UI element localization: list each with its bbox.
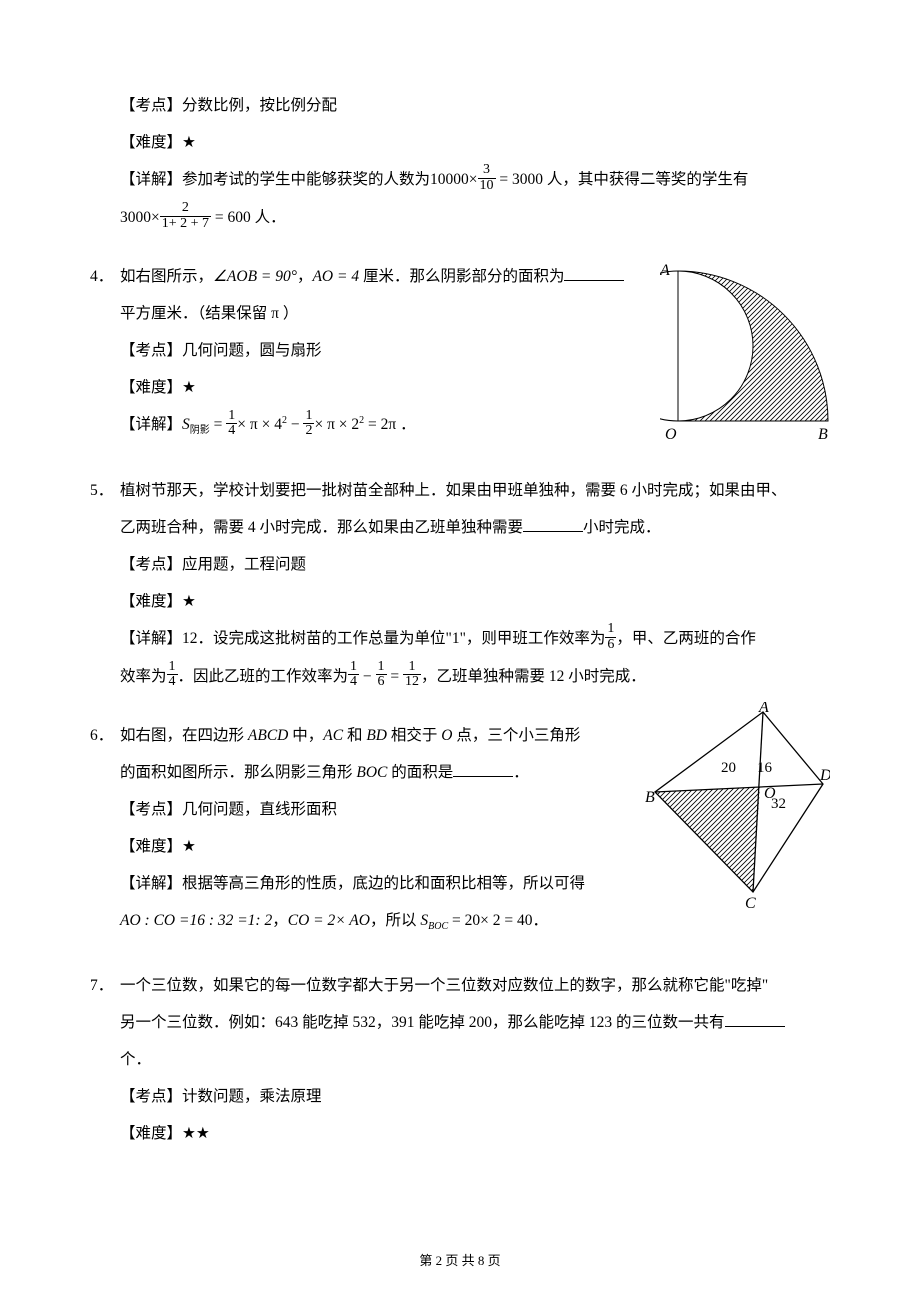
- label-32: 32: [771, 796, 786, 812]
- stem-line1: 一个三位数，如果它的每一位数字都大于另一个三位数对应数位上的数字，那么就称它能"…: [120, 970, 830, 1001]
- label-O: O: [665, 426, 677, 443]
- fraction: 21+ 2 + 7: [160, 201, 211, 231]
- problem-7: 7． 一个三位数，如果它的每一位数字都大于另一个三位数对应数位上的数字，那么就称…: [90, 970, 830, 1149]
- problem-number: 4．: [90, 261, 113, 292]
- problem-6: 6． A B C D O 20 16 32: [90, 720, 830, 942]
- problem-number: 6．: [90, 720, 113, 751]
- problem-4: 4． A O B 如右图所示，∠AOB = 90°: [90, 261, 830, 447]
- problem-5: 5． 植树节那天，学校计划要把一批树苗全部种上．如果由甲班单独种，需要 6 小时…: [90, 475, 830, 692]
- fraction: 16: [605, 622, 616, 652]
- stem-line3: 个．: [120, 1044, 830, 1075]
- label-16: 16: [757, 760, 773, 776]
- detail-line2: 效率为14．因此乙班的工作效率为14 − 16 = 112，乙班单独种需要 12…: [120, 661, 830, 693]
- difficulty: 【难度】★★: [120, 1118, 830, 1149]
- blank: [564, 266, 624, 282]
- topic: 【考点】应用题，工程问题: [120, 549, 830, 580]
- figure-4: A O B: [660, 261, 830, 446]
- topic: 【考点】分数比例，按比例分配: [120, 90, 830, 121]
- stem-line1: 植树节那天，学校计划要把一批树苗全部种上．如果由甲班单独种，需要 6 小时完成；…: [120, 475, 830, 506]
- label-A: A: [758, 702, 769, 716]
- topic: 【考点】计数问题，乘法原理: [120, 1081, 830, 1112]
- fraction: 310: [478, 163, 496, 193]
- detail-line2: 3000×21+ 2 + 7 = 600 人．: [120, 202, 830, 234]
- difficulty: 【难度】★: [120, 586, 830, 617]
- detail: 【详解】参加考试的学生中能够获奖的人数为10000×310 = 3000 人，其…: [120, 164, 830, 196]
- page-footer: 第 2 页 共 8 页: [0, 1248, 920, 1274]
- blank: [725, 1012, 785, 1028]
- label-C: C: [745, 895, 756, 912]
- difficulty: 【难度】★: [120, 127, 830, 158]
- blank: [453, 762, 513, 778]
- figure-6: A B C D O 20 16 32: [645, 702, 830, 912]
- detail-line1: 【详解】12．设完成这批树苗的工作总量为单位"1"，则甲班工作效率为16，甲、乙…: [120, 623, 830, 655]
- problem-number: 7．: [90, 970, 113, 1001]
- label-B: B: [645, 789, 655, 806]
- label-D: D: [819, 767, 830, 784]
- label-B: B: [818, 426, 828, 443]
- stem-line2: 另一个三位数．例如：643 能吃掉 532，391 能吃掉 200，那么能吃掉 …: [120, 1007, 830, 1038]
- problem-intro: 【考点】分数比例，按比例分配 【难度】★ 【详解】参加考试的学生中能够获奖的人数…: [90, 90, 830, 233]
- problem-number: 5．: [90, 475, 113, 506]
- label-20: 20: [721, 760, 736, 776]
- label-A: A: [660, 262, 670, 279]
- blank: [523, 516, 583, 532]
- stem-line2: 乙两班合种，需要 4 小时完成．那么如果由乙班单独种需要小时完成．: [120, 512, 830, 543]
